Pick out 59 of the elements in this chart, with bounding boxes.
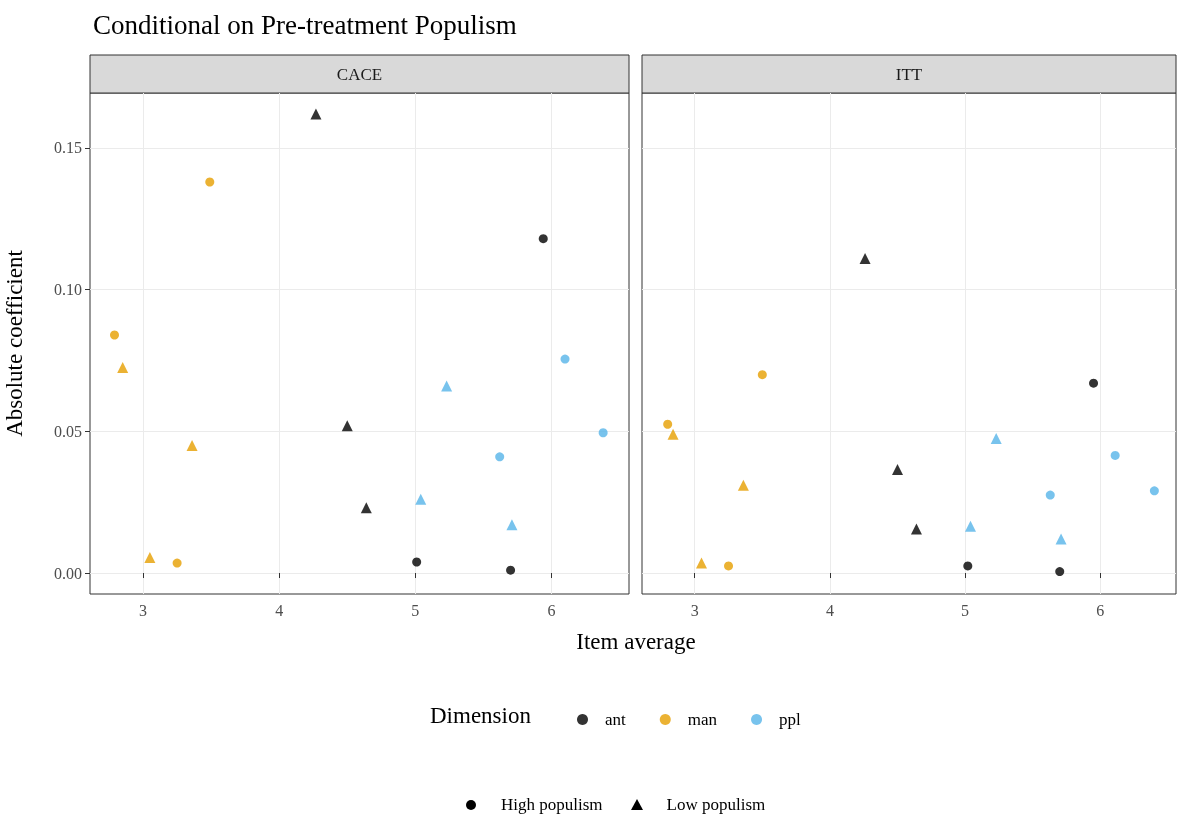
legend-title: Dimension: [430, 702, 532, 728]
point: [110, 330, 119, 340]
point: [506, 565, 516, 575]
point: [412, 557, 422, 567]
point: [441, 380, 453, 392]
text: High populism: [501, 795, 603, 815]
point: [560, 354, 570, 364]
x-tick-label: 3: [139, 601, 148, 619]
point: [724, 561, 734, 571]
chart-subtitle: ITT: [895, 64, 923, 84]
point: [1089, 378, 1099, 388]
y-tick-label: 0.05: [54, 422, 82, 440]
chart-title: Conditional on Pre-treatment Populism: [93, 9, 517, 40]
point: [415, 493, 427, 505]
point: [538, 234, 548, 244]
y-tick-label: 0.15: [54, 139, 82, 157]
point: [695, 557, 707, 569]
point: [757, 370, 767, 380]
chart-subtitle: CACE: [336, 64, 383, 84]
x-tick-label: 5: [961, 601, 970, 619]
point: [205, 177, 215, 187]
x-tick-label: 6: [547, 601, 556, 619]
x-tick-label: 4: [275, 601, 284, 619]
y-axis-title: Absolute coefficient: [2, 249, 27, 437]
point: [910, 523, 922, 535]
point: [963, 561, 973, 571]
point: [1045, 490, 1055, 500]
point: [506, 519, 518, 531]
point: [663, 419, 673, 429]
y-tick-label: 0.00: [54, 564, 82, 582]
point: [965, 520, 977, 532]
point: [117, 362, 129, 374]
legend-label: ppl: [779, 710, 802, 729]
y-tick-label: 0.10: [54, 281, 82, 299]
point: [859, 252, 871, 264]
point: [1055, 567, 1065, 577]
point: [737, 479, 749, 491]
point: [1055, 533, 1067, 545]
point: [667, 428, 679, 440]
point: [495, 452, 505, 462]
x-tick-label: 5: [411, 601, 420, 619]
point: [598, 428, 608, 438]
point: [360, 502, 372, 514]
x-tick-label: 6: [1096, 601, 1105, 619]
legend-label: ant: [605, 710, 627, 729]
point: [144, 551, 156, 563]
point: [990, 432, 1002, 444]
point: [1149, 486, 1159, 496]
x-tick-label: 3: [690, 601, 699, 619]
point: [172, 558, 182, 568]
point: [186, 440, 198, 452]
point: [1110, 450, 1120, 460]
x-tick-label: 4: [825, 601, 834, 619]
point: [892, 464, 904, 476]
legend-label: man: [687, 710, 718, 729]
point: [310, 108, 322, 120]
text: Low populism: [666, 795, 766, 815]
x-axis-title: Item average: [576, 628, 696, 654]
point: [341, 420, 353, 432]
